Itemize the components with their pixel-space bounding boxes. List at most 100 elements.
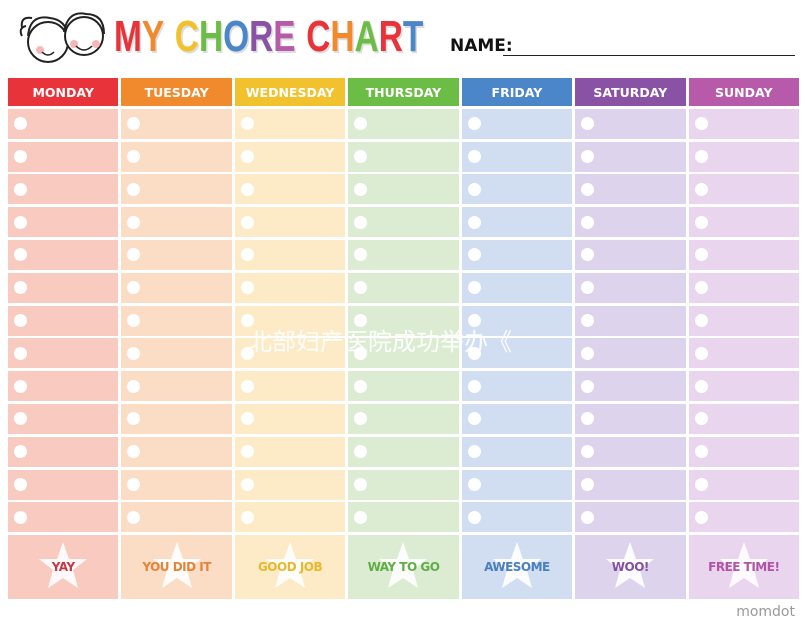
checkbox-circle[interactable] <box>694 281 708 295</box>
chore-cell[interactable] <box>575 371 686 402</box>
checkbox-circle[interactable] <box>467 346 481 360</box>
chore-cell[interactable] <box>348 469 459 500</box>
chore-cell[interactable] <box>688 469 799 500</box>
checkbox-circle[interactable] <box>14 445 27 459</box>
chore-cell[interactable] <box>461 502 573 533</box>
chore-cell[interactable] <box>461 338 573 369</box>
chore-cell[interactable] <box>461 239 573 270</box>
chore-cell[interactable] <box>348 338 459 369</box>
checkbox-circle[interactable] <box>127 445 141 459</box>
chore-cell[interactable] <box>121 207 232 238</box>
checkbox-circle[interactable] <box>694 510 708 524</box>
checkbox-circle[interactable] <box>240 182 254 196</box>
checkbox-circle[interactable] <box>581 281 595 295</box>
chore-cell[interactable] <box>234 502 346 533</box>
chore-cell[interactable] <box>8 338 119 369</box>
checkbox-circle[interactable] <box>127 248 141 262</box>
chore-cell[interactable] <box>461 436 573 467</box>
chore-cell[interactable] <box>234 239 346 270</box>
chore-cell[interactable] <box>8 305 119 336</box>
checkbox-circle[interactable] <box>127 510 141 524</box>
checkbox-circle[interactable] <box>354 150 368 164</box>
checkbox-circle[interactable] <box>354 346 368 360</box>
checkbox-circle[interactable] <box>694 314 708 328</box>
checkbox-circle[interactable] <box>354 248 368 262</box>
chore-cell[interactable] <box>8 502 119 533</box>
chore-cell[interactable] <box>121 502 232 533</box>
chore-cell[interactable] <box>234 141 346 172</box>
checkbox-circle[interactable] <box>354 510 368 524</box>
chore-cell[interactable] <box>461 371 573 402</box>
chore-cell[interactable] <box>461 469 573 500</box>
chore-cell[interactable] <box>234 108 346 139</box>
checkbox-circle[interactable] <box>354 379 368 393</box>
chore-cell[interactable] <box>234 338 346 369</box>
chore-cell[interactable] <box>234 403 346 434</box>
chore-cell[interactable] <box>461 207 573 238</box>
chore-cell[interactable] <box>348 272 459 303</box>
checkbox-circle[interactable] <box>240 281 254 295</box>
checkbox-circle[interactable] <box>467 215 481 229</box>
chore-cell[interactable] <box>575 108 686 139</box>
checkbox-circle[interactable] <box>127 281 141 295</box>
checkbox-circle[interactable] <box>127 379 141 393</box>
chore-cell[interactable] <box>234 436 346 467</box>
checkbox-circle[interactable] <box>694 379 708 393</box>
chore-cell[interactable] <box>8 272 119 303</box>
checkbox-circle[interactable] <box>240 215 254 229</box>
checkbox-circle[interactable] <box>14 412 27 426</box>
chore-cell[interactable] <box>348 403 459 434</box>
checkbox-circle[interactable] <box>14 248 27 262</box>
chore-cell[interactable] <box>575 305 686 336</box>
checkbox-circle[interactable] <box>467 510 481 524</box>
chore-cell[interactable] <box>121 305 232 336</box>
checkbox-circle[interactable] <box>581 379 595 393</box>
checkbox-circle[interactable] <box>694 248 708 262</box>
checkbox-circle[interactable] <box>467 445 481 459</box>
checkbox-circle[interactable] <box>240 379 254 393</box>
chore-cell[interactable] <box>8 141 119 172</box>
chore-cell[interactable] <box>234 305 346 336</box>
checkbox-circle[interactable] <box>694 182 708 196</box>
checkbox-circle[interactable] <box>14 314 27 328</box>
checkbox-circle[interactable] <box>581 510 595 524</box>
checkbox-circle[interactable] <box>240 346 254 360</box>
chore-cell[interactable] <box>575 272 686 303</box>
chore-cell[interactable] <box>688 141 799 172</box>
checkbox-circle[interactable] <box>354 412 368 426</box>
checkbox-circle[interactable] <box>240 248 254 262</box>
checkbox-circle[interactable] <box>127 215 141 229</box>
checkbox-circle[interactable] <box>467 150 481 164</box>
checkbox-circle[interactable] <box>581 412 595 426</box>
checkbox-circle[interactable] <box>240 412 254 426</box>
chore-cell[interactable] <box>575 338 686 369</box>
checkbox-circle[interactable] <box>127 412 141 426</box>
chore-cell[interactable] <box>8 207 119 238</box>
chore-cell[interactable] <box>688 502 799 533</box>
chore-cell[interactable] <box>121 371 232 402</box>
chore-cell[interactable] <box>575 207 686 238</box>
chore-cell[interactable] <box>234 469 346 500</box>
checkbox-circle[interactable] <box>354 182 368 196</box>
checkbox-circle[interactable] <box>127 314 141 328</box>
checkbox-circle[interactable] <box>694 215 708 229</box>
chore-cell[interactable] <box>234 272 346 303</box>
chore-cell[interactable] <box>461 108 573 139</box>
checkbox-circle[interactable] <box>354 314 368 328</box>
chore-cell[interactable] <box>348 239 459 270</box>
checkbox-circle[interactable] <box>581 117 595 131</box>
checkbox-circle[interactable] <box>127 150 141 164</box>
chore-cell[interactable] <box>121 141 232 172</box>
checkbox-circle[interactable] <box>240 478 254 492</box>
chore-cell[interactable] <box>121 272 232 303</box>
chore-cell[interactable] <box>121 108 232 139</box>
checkbox-circle[interactable] <box>240 445 254 459</box>
checkbox-circle[interactable] <box>127 117 141 131</box>
name-field[interactable] <box>503 55 795 56</box>
chore-cell[interactable] <box>688 305 799 336</box>
chore-cell[interactable] <box>348 207 459 238</box>
chore-cell[interactable] <box>348 174 459 205</box>
chore-cell[interactable] <box>688 239 799 270</box>
chore-cell[interactable] <box>121 469 232 500</box>
checkbox-circle[interactable] <box>240 510 254 524</box>
